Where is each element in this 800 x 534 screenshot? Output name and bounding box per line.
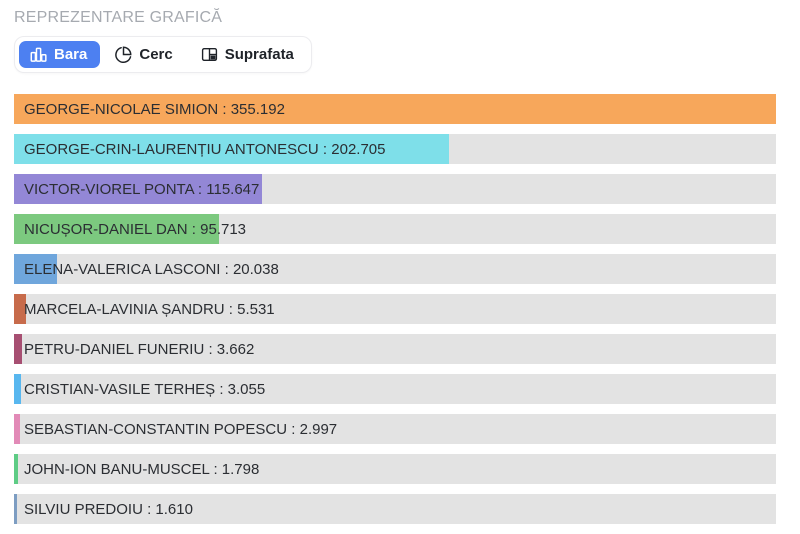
bar-fill[interactable] (14, 414, 21, 444)
bar-row[interactable]: VICTOR-VIOREL PONTA : 115.647 (14, 174, 776, 204)
bar-row[interactable]: PETRU-DANIEL FUNERIU : 3.662 (14, 334, 776, 364)
area-layout-icon (201, 46, 218, 63)
bar-fill[interactable] (14, 254, 57, 284)
bar-row[interactable]: ELENA-VALERICA LASCONI : 20.038 (14, 254, 776, 284)
bar-row[interactable]: SEBASTIAN-CONSTANTIN POPESCU : 2.997 (14, 414, 776, 444)
bar-label: JOHN-ION BANU-MUSCEL : 1.798 (24, 460, 260, 478)
bar-label: MARCELA-LAVINIA ȘANDRU : 5.531 (24, 300, 275, 318)
bar-row[interactable]: NICUȘOR-DANIEL DAN : 95.713 (14, 214, 776, 244)
bar-label: ELENA-VALERICA LASCONI : 20.038 (24, 260, 279, 278)
tab-suprafata[interactable]: Suprafata (190, 41, 307, 68)
bar-row[interactable]: SILVIU PREDOIU : 1.610 (14, 494, 776, 524)
horizontal-bar-chart: GEORGE-NICOLAE SIMION : 355.192 GEORGE-C… (14, 94, 776, 524)
bar-fill[interactable] (14, 214, 220, 244)
tab-suprafata-label: Suprafata (224, 46, 294, 63)
bar-fill[interactable] (14, 94, 776, 124)
bar-label: GEORGE-NICOLAE SIMION : 355.192 (24, 100, 285, 118)
bar-fill[interactable] (14, 494, 18, 524)
bar-row[interactable]: MARCELA-LAVINIA ȘANDRU : 5.531 (14, 294, 776, 324)
bar-chart-icon (30, 46, 47, 63)
bar-row[interactable]: GEORGE-NICOLAE SIMION : 355.192 (14, 94, 776, 124)
bar-fill[interactable] (14, 374, 21, 404)
bar-label: NICUȘOR-DANIEL DAN : 95.713 (24, 220, 247, 238)
bar-fill[interactable] (14, 454, 18, 484)
tab-bara[interactable]: Bara (19, 41, 101, 68)
bar-label: SILVIU PREDOIU : 1.610 (24, 500, 193, 518)
bar-fill[interactable] (14, 134, 449, 164)
bar-row[interactable]: JOHN-ION BANU-MUSCEL : 1.798 (14, 454, 776, 484)
page-title: REPREZENTARE GRAFICĂ (14, 9, 223, 26)
bar-label: PETRU-DANIEL FUNERIU : 3.662 (24, 340, 255, 358)
bar-label: GEORGE-CRIN-LAURENȚIU ANTONESCU : 202.70… (24, 140, 386, 158)
tab-cerc-label: Cerc (139, 46, 173, 63)
bar-label: CRISTIAN-VASILE TERHEȘ : 3.055 (24, 380, 266, 398)
bar-row[interactable]: CRISTIAN-VASILE TERHEȘ : 3.055 (14, 374, 776, 404)
bar-label: SEBASTIAN-CONSTANTIN POPESCU : 2.997 (24, 420, 338, 438)
bar-fill[interactable] (14, 174, 263, 204)
tab-bara-label: Bara (54, 46, 88, 63)
bar-fill[interactable] (14, 334, 22, 364)
bar-fill[interactable] (14, 294, 26, 324)
tab-cerc[interactable]: Cerc (104, 41, 185, 68)
bar-label: VICTOR-VIOREL PONTA : 115.647 (24, 180, 260, 198)
chart-type-toolbar: Bara Cerc Suprafata (14, 36, 312, 73)
bar-row[interactable]: GEORGE-CRIN-LAURENȚIU ANTONESCU : 202.70… (14, 134, 776, 164)
pie-chart-icon (115, 46, 132, 63)
